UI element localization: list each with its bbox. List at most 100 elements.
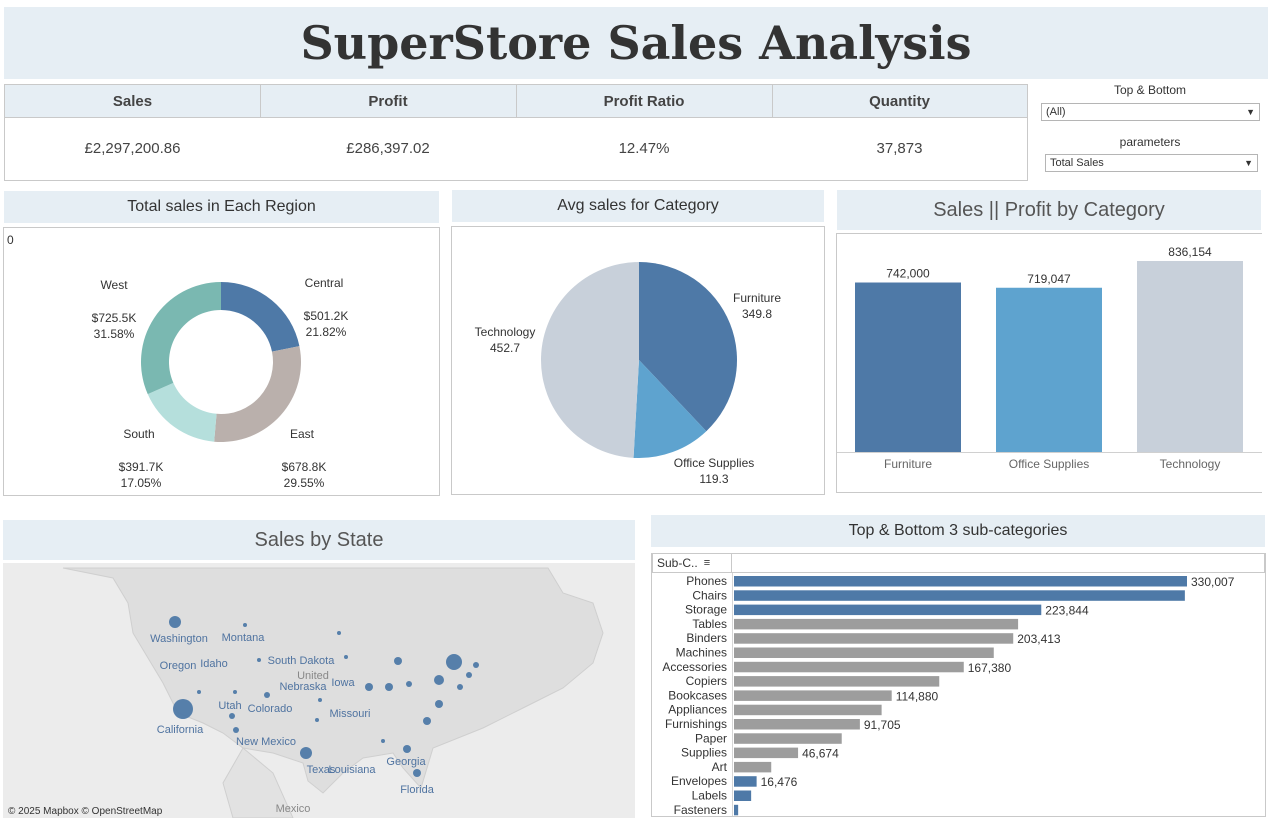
map-place-label: Mexico [276, 803, 311, 815]
state-sales-dot [365, 683, 373, 691]
map-place-label: Florida [400, 784, 435, 796]
subcat-bar [734, 776, 757, 787]
parameters-label: parameters [1119, 135, 1181, 149]
subcat-label: Binders [686, 631, 727, 645]
parameters-select[interactable]: Total Sales ▼ [1045, 154, 1258, 172]
subcat-bar [734, 590, 1185, 601]
donut-slice-west [141, 282, 221, 395]
state-sales-dot [406, 681, 412, 687]
subcat-column-header[interactable]: Sub-C.. ≡ [652, 553, 732, 573]
category-bar-panel: 742,000 Furniture 719,047 Office Supplies 83… [836, 233, 1262, 493]
sort-icon[interactable]: ≡ [703, 557, 711, 569]
map-place-label: Georgia [386, 756, 426, 768]
us-landmass [62, 567, 604, 794]
subcat-bar [734, 647, 994, 658]
region-pct-label: 31.58% [94, 327, 135, 341]
subcat-bar [734, 618, 1019, 630]
pie-slice-furniture [639, 262, 737, 432]
state-sales-dot [173, 699, 193, 719]
subcat-label: Art [712, 760, 728, 774]
donut-slice-south [147, 382, 217, 442]
subcat-bar [734, 761, 772, 773]
state-sales-dot [197, 690, 201, 694]
map-place-label: Nebraska [279, 681, 327, 693]
state-sales-dot [413, 769, 421, 777]
subcat-label: Chairs [692, 588, 727, 602]
donut-slice-central [221, 282, 300, 352]
category-axis-label: Technology [1160, 457, 1221, 471]
pie-value-label: 119.3 [699, 472, 728, 486]
top-bottom-filter-label: Top & Bottom [1113, 83, 1187, 97]
subcat-label: Paper [695, 731, 727, 745]
region-pct-label: 29.55% [284, 476, 325, 490]
column-header-label: Sub-C.. [657, 556, 698, 570]
subcat-panel: Sub-C.. ≡ Phones 330,007 Chairs Storage 223,… [651, 553, 1266, 817]
state-sales-dot [466, 672, 472, 678]
kpi-value: 12.47% [618, 140, 670, 157]
subcat-label: Phones [686, 574, 727, 588]
state-sales-dot [300, 747, 312, 759]
category-bar-chart: 742,000 Furniture 719,047 Office Supplies 83… [837, 245, 1262, 471]
us-map[interactable]: Washington Montana Oregon Idaho South Dakota… [3, 563, 635, 818]
subcat-label: Tables [692, 617, 727, 631]
subcat-label: Storage [685, 603, 727, 617]
state-sales-dot [394, 657, 402, 665]
kpi-value: £2,297,200.86 [84, 140, 181, 157]
subcat-value: 46,674 [802, 747, 839, 761]
map-attribution: © 2025 Mapbox © OpenStreetMap [8, 806, 163, 817]
state-sales-dot [229, 713, 235, 719]
category-bar-value: 742,000 [886, 267, 930, 281]
kpi-sales: Sales £2,297,200.86 [5, 85, 260, 180]
category-pie-title: Avg sales for Category [452, 190, 824, 222]
subcat-bar [734, 676, 940, 687]
title-band: SuperStore Sales Analysis [4, 7, 1268, 79]
state-sales-dot [169, 616, 181, 628]
kpi-label: Quantity [772, 85, 1027, 118]
subcat-value: 167,380 [968, 661, 1012, 675]
category-axis-label: Furniture [884, 457, 932, 471]
top-bottom-filter-select[interactable]: (All) ▼ [1041, 103, 1260, 121]
pie-slice-office-supplies [633, 360, 707, 458]
subcat-label: Accessories [662, 660, 727, 674]
kpi-value: £286,397.02 [346, 140, 430, 157]
map-place-label: Idaho [200, 658, 228, 670]
state-sales-dot [344, 655, 348, 659]
map-place-label: Oregon [160, 660, 197, 672]
state-sales-dot [315, 718, 319, 722]
state-sales-dot [257, 658, 261, 662]
category-bar-value: 836,154 [1168, 245, 1212, 259]
kpi-quantity: Quantity 37,873 [772, 85, 1027, 180]
kpi-panel: Sales £2,297,200.86 Profit £286,397.02 P… [4, 84, 1028, 181]
map-place-label: New Mexico [236, 736, 296, 748]
subcat-bar [734, 790, 752, 801]
chevron-down-icon[interactable]: ▼ [1246, 107, 1255, 117]
subcat-bar [734, 704, 882, 716]
region-value-label: $501.2K [304, 309, 349, 323]
subcat-value: 223,844 [1045, 604, 1089, 618]
region-name-label: West [100, 278, 128, 292]
region-pct-label: 17.05% [121, 476, 162, 490]
state-sales-dot [403, 745, 411, 753]
state-sales-dot [435, 700, 443, 708]
state-sales-dot [434, 675, 444, 685]
subcat-label: Labels [692, 789, 727, 803]
chevron-down-icon[interactable]: ▼ [1244, 158, 1253, 168]
region-pct-label: 21.82% [306, 325, 347, 339]
page-title: SuperStore Sales Analysis [300, 16, 972, 70]
select-value: Total Sales [1050, 157, 1104, 169]
map-title: Sales by State [3, 520, 635, 560]
subcat-value: 330,007 [1191, 575, 1235, 589]
region-value-label: $678.8K [282, 460, 327, 474]
category-axis-label: Office Supplies [1009, 457, 1090, 471]
subcat-title: Top & Bottom 3 sub-categories [651, 515, 1265, 547]
region-value-label: $725.5K [92, 311, 137, 325]
category-bar-title: Sales || Profit by Category [837, 190, 1261, 230]
pie-value-label: 452.7 [490, 341, 520, 355]
category-bar [1137, 261, 1243, 452]
subcat-bar [734, 661, 964, 673]
subcat-label: Machines [676, 646, 727, 660]
kpi-profit: Profit £286,397.02 [260, 85, 516, 180]
region-name-label: East [290, 427, 315, 441]
subcat-bar [734, 733, 842, 744]
sales-map[interactable]: Washington Montana Oregon Idaho South Dakota… [3, 563, 635, 818]
